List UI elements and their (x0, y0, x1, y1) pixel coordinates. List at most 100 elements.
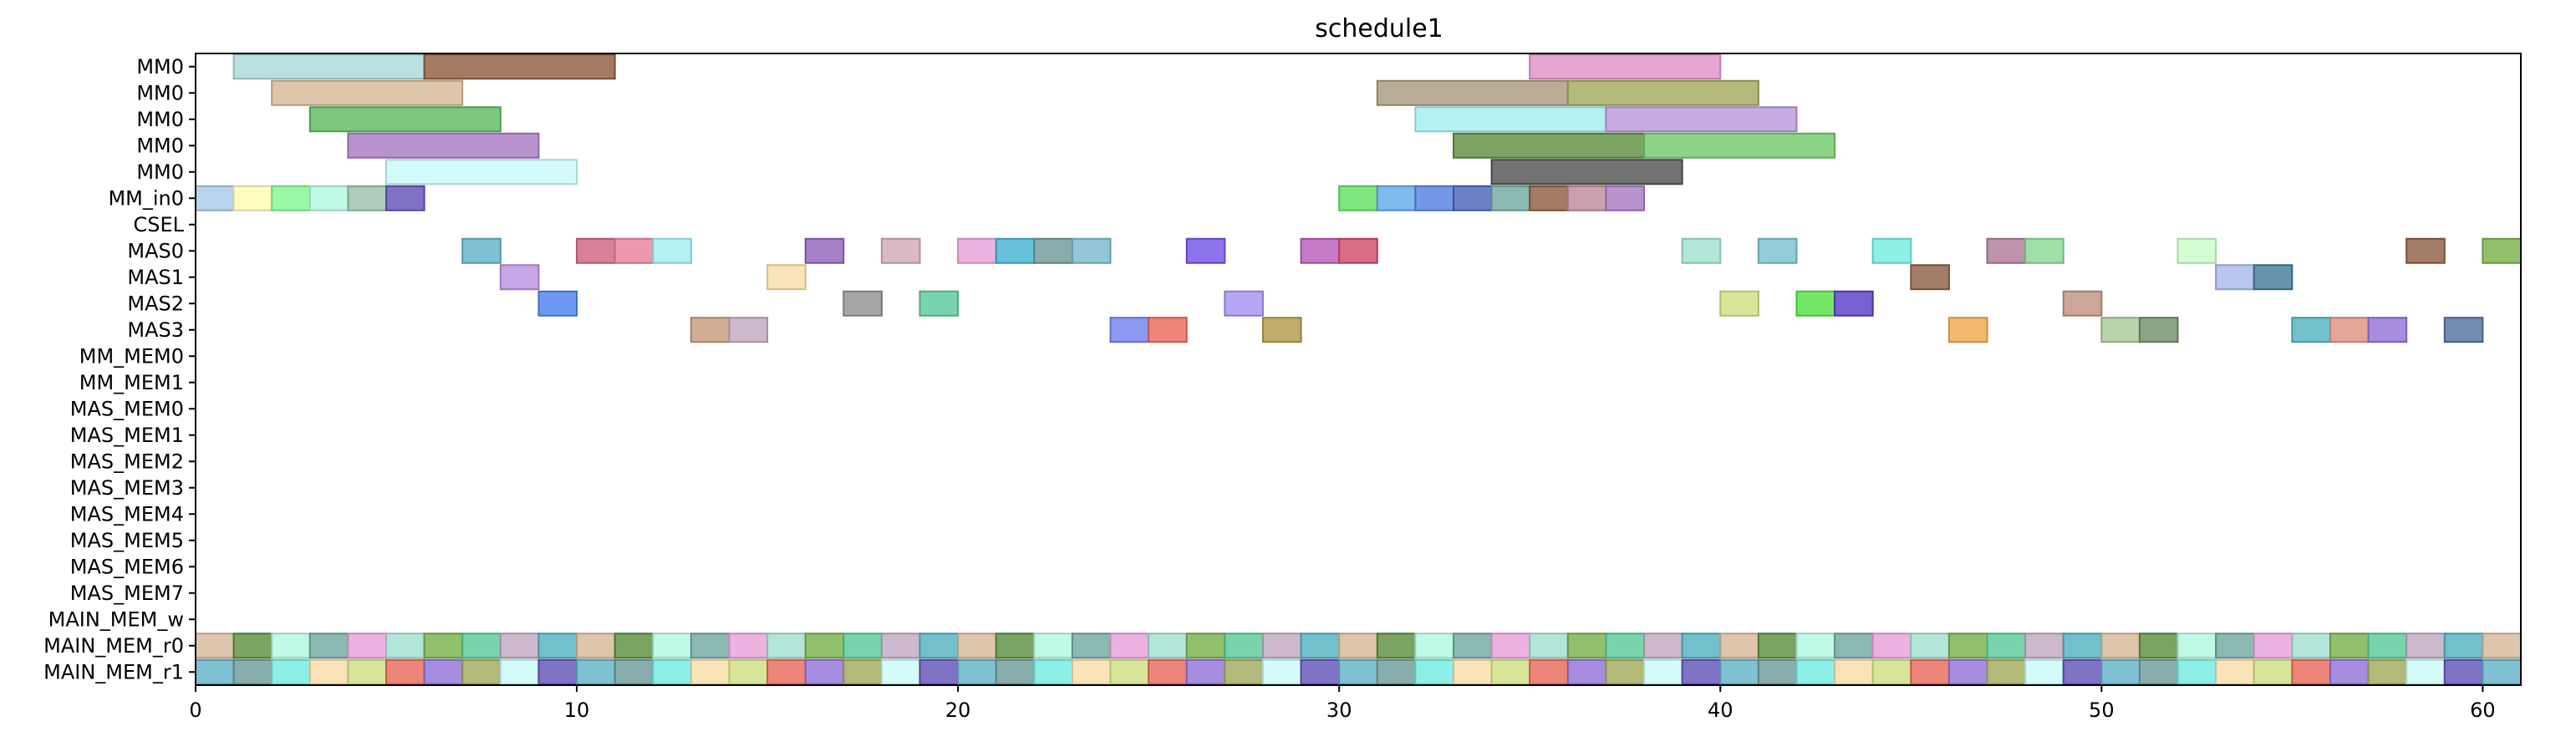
task-bar-30 (613, 237, 654, 264)
task-bar-60 (1834, 290, 1874, 317)
task-bar-6 (308, 106, 501, 133)
memory-bar-22-45 (1910, 633, 1950, 659)
task-bar-58 (1719, 290, 1759, 317)
memory-bar-22-52 (2176, 633, 2217, 659)
y-axis-labels: MM0MM0MM0MM0MM0MM_in0CSELMAS0MAS1MAS2MAS… (43, 55, 196, 683)
task-bar-26 (1566, 185, 1607, 211)
task-bar-36 (1033, 237, 1073, 264)
memory-bar-23-11 (613, 658, 654, 685)
y-tick-label: MM_MEM1 (79, 371, 184, 394)
memory-bar-23-34 (1490, 658, 1531, 685)
memory-bar-23-9 (537, 658, 578, 685)
memory-bar-23-39 (1681, 658, 1722, 685)
memory-bar-22-2 (271, 633, 311, 659)
task-bar-34 (957, 237, 997, 264)
memory-bar-23-18 (880, 658, 921, 685)
memory-bar-23-27 (1224, 658, 1264, 685)
memory-bar-23-6 (423, 658, 464, 685)
memory-bar-23-5 (385, 658, 425, 685)
x-tick-label: 50 (2089, 699, 2115, 722)
memory-bar-23-25 (1148, 658, 1188, 685)
memory-bar-23-40 (1719, 658, 1759, 685)
memory-bar-23-17 (843, 658, 883, 685)
memory-bar-22-43 (1834, 633, 1874, 659)
task-bar-61 (2062, 290, 2103, 317)
memory-bar-23-2 (271, 658, 311, 685)
memory-bar-23-51 (2138, 658, 2179, 685)
x-tick-label: 10 (564, 699, 590, 722)
x-axis-ticks: 0 10 20 30 40 50 60 (189, 685, 2496, 722)
task-bar-28 (461, 237, 501, 264)
task-bar-23 (1453, 185, 1493, 211)
x-tick-label: 30 (1326, 699, 1352, 722)
x-tick-label: 60 (2470, 699, 2496, 722)
memory-bar-23-35 (1529, 658, 1569, 685)
task-bar-37 (1071, 237, 1112, 264)
memory-bar-23-7 (461, 658, 501, 685)
task-bar-73 (2443, 317, 2484, 343)
memory-bar-23-43 (1834, 658, 1874, 685)
task-bar-8 (1605, 106, 1798, 133)
task-bar-62 (690, 317, 731, 343)
task-bar-20 (1338, 185, 1378, 211)
y-tick-label: MAIN_MEM_r0 (43, 634, 184, 658)
task-bar-66 (1261, 317, 1302, 343)
memory-bar-22-27 (1224, 633, 1264, 659)
y-tick-label: MM0 (136, 134, 184, 157)
task-bar-22 (1414, 185, 1455, 211)
task-bar-35 (995, 237, 1036, 264)
task-bar-10 (1453, 132, 1646, 159)
y-tick-label: MAS_MEM7 (70, 582, 184, 605)
y-tick-label: MAS_MEM2 (70, 450, 184, 473)
memory-bar-22-54 (2253, 633, 2293, 659)
task-bar-68 (2100, 317, 2141, 343)
memory-bar-22-1 (232, 633, 273, 659)
memory-bar-23-26 (1185, 658, 1226, 685)
task-bars (195, 53, 2523, 685)
task-bar-11 (1643, 132, 1836, 159)
memory-bar-23-0 (195, 658, 235, 685)
memory-bar-22-59 (2443, 633, 2484, 659)
task-bar-51 (1910, 264, 1950, 291)
y-tick-label: CSEL (133, 213, 184, 236)
task-bar-71 (2329, 317, 2370, 343)
memory-bar-22-35 (1529, 633, 1569, 659)
memory-bar-22-40 (1719, 633, 1759, 659)
task-bar-5 (1566, 79, 1759, 106)
task-bar-72 (2367, 317, 2408, 343)
memory-bar-22-37 (1605, 633, 1646, 659)
memory-bar-23-50 (2100, 658, 2141, 685)
memory-bar-23-29 (1300, 658, 1341, 685)
task-bar-55 (843, 290, 883, 317)
task-bar-47 (2405, 237, 2446, 264)
task-bar-63 (728, 317, 769, 343)
memory-bar-22-48 (2024, 633, 2064, 659)
memory-bar-23-19 (919, 658, 960, 685)
x-tick-label: 0 (189, 699, 201, 722)
memory-bar-23-30 (1338, 658, 1378, 685)
memory-bar-22-21 (995, 633, 1036, 659)
memory-bar-23-28 (1261, 658, 1302, 685)
x-tick-label: 20 (945, 699, 971, 722)
memory-bar-22-18 (880, 633, 921, 659)
memory-bar-23-1 (232, 658, 273, 685)
task-bar-31 (652, 237, 692, 264)
memory-bar-23-47 (1986, 658, 2027, 685)
memory-bar-23-3 (308, 658, 349, 685)
task-bar-53 (2253, 264, 2293, 291)
task-bar-29 (576, 237, 616, 264)
task-bar-2 (1529, 53, 1722, 80)
memory-bar-22-22 (1033, 633, 1073, 659)
y-tick-label: MAS_MEM1 (70, 424, 184, 447)
task-bar-3 (271, 79, 464, 106)
memory-bar-23-56 (2329, 658, 2370, 685)
task-bar-50 (766, 264, 807, 291)
task-bar-15 (232, 185, 273, 211)
memory-bar-23-21 (995, 658, 1036, 685)
memory-bar-23-10 (576, 658, 616, 685)
task-bar-21 (1376, 185, 1417, 211)
y-tick-label: MAS_MEM4 (70, 502, 184, 526)
task-bar-9 (347, 132, 540, 159)
task-bar-54 (537, 290, 578, 317)
memory-bar-23-45 (1910, 658, 1950, 685)
